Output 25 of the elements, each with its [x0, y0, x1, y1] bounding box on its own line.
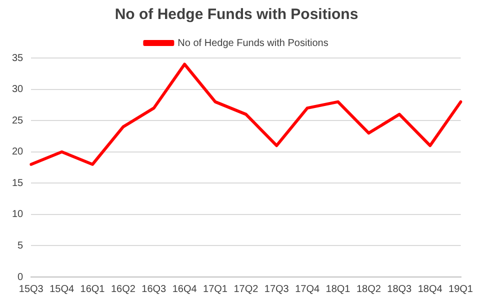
x-tick-label: 18Q4: [418, 284, 443, 295]
x-tick-label: 19Q1: [448, 284, 474, 295]
x-tick-label: 18Q3: [387, 284, 412, 295]
y-tick-label: 20: [12, 146, 24, 158]
x-tick-label: 17Q4: [295, 284, 320, 295]
x-tick-label: 16Q1: [80, 284, 106, 295]
legend-label: No of Hedge Funds with Positions: [178, 38, 328, 49]
y-tick-label: 30: [12, 84, 24, 96]
x-tick-label: 15Q4: [50, 284, 74, 295]
y-tick-label: 15: [12, 178, 24, 189]
x-tick-label: 16Q3: [142, 284, 167, 295]
x-tick-label: 15Q3: [18, 284, 44, 295]
x-tick-label: 17Q2: [234, 284, 259, 295]
x-tick-label: 17Q3: [264, 284, 290, 295]
x-tick-label: 17Q1: [203, 284, 228, 295]
x-tick-label: 18Q1: [326, 284, 351, 295]
y-tick-label: 10: [12, 209, 24, 220]
y-tick-label: 5: [18, 240, 24, 252]
y-tick-label: 0: [18, 272, 24, 283]
y-tick-label: 25: [12, 115, 24, 126]
chart-title: No of Hedge Funds with Positions: [114, 6, 358, 24]
y-tick-label: 35: [12, 52, 24, 64]
x-tick-label: 18Q2: [356, 284, 382, 295]
x-tick-label: 16Q4: [172, 284, 198, 295]
x-tick-label: 16Q2: [110, 284, 136, 295]
